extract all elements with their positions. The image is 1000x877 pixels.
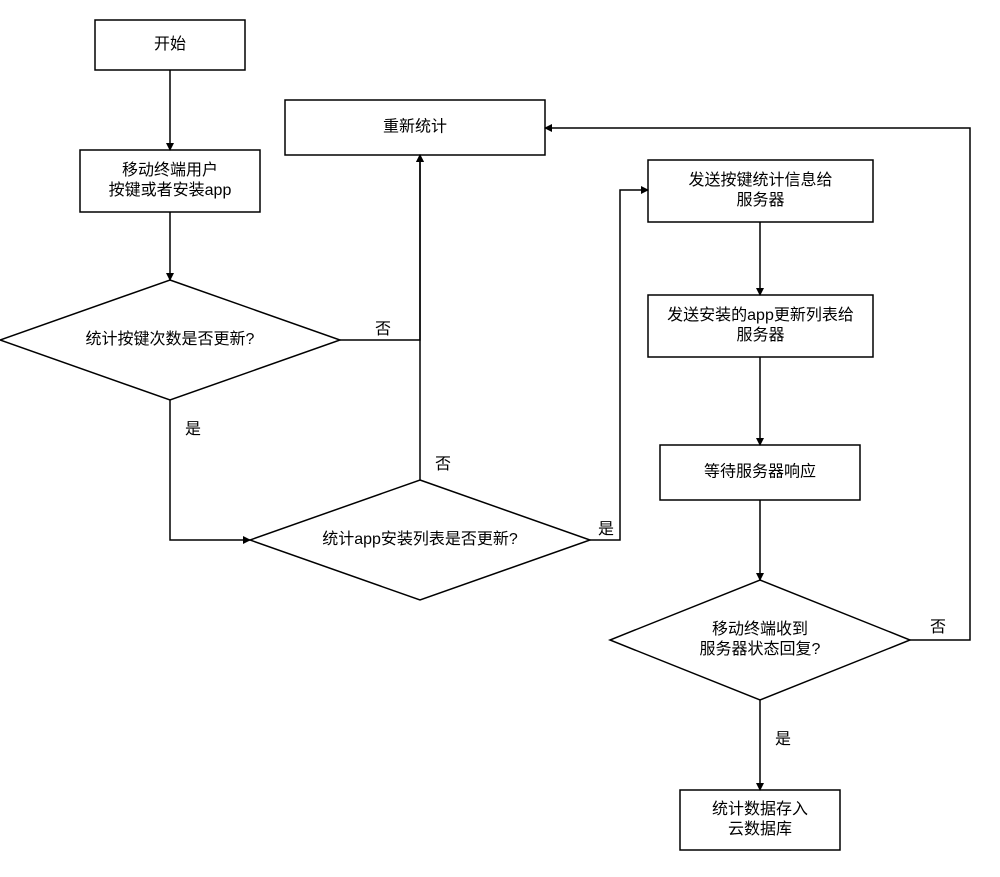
svg-text:发送安装的app更新列表给: 发送安装的app更新列表给: [667, 306, 854, 324]
svg-text:移动终端收到: 移动终端收到: [712, 620, 808, 638]
edge-label-5: 是: [598, 521, 614, 538]
svg-text:统计数据存入: 统计数据存入: [712, 800, 808, 818]
edge-label-4: 否: [435, 456, 451, 473]
edge-label-10: 否: [930, 619, 946, 636]
flowchart-svg: 开始移动终端用户按键或者安装app 重新统计统计按键次数是否更新? 统计app安装列…: [0, 0, 1000, 872]
node-send_apps: [648, 295, 873, 357]
node-action: [80, 150, 260, 212]
svg-text:云数据库: 云数据库: [728, 820, 792, 838]
svg-text:服务器: 服务器: [736, 191, 784, 209]
svg-text:服务器状态回复?: 服务器状态回复?: [700, 640, 821, 658]
svg-text:统计app安装列表是否更新?: 统计app安装列表是否更新?: [322, 530, 518, 548]
svg-text:等待服务器响应: 等待服务器响应: [704, 462, 816, 481]
edge-label-2: 是: [185, 421, 201, 438]
edge-label-9: 是: [775, 731, 791, 748]
edge-5: [590, 190, 648, 540]
node-send_keys: [648, 160, 873, 222]
edge-label-3: 否: [375, 321, 391, 338]
svg-text:服务器: 服务器: [736, 326, 784, 344]
svg-text:重新统计: 重新统计: [383, 118, 447, 136]
node-store: [680, 790, 840, 850]
node-d_reply: [610, 580, 910, 700]
svg-text:发送按键统计信息给: 发送按键统计信息给: [688, 171, 832, 189]
svg-text:移动终端用户: 移动终端用户: [122, 161, 218, 179]
edge-3: [340, 155, 420, 340]
edge-2: [170, 400, 250, 540]
svg-text:统计按键次数是否更新?: 统计按键次数是否更新?: [86, 330, 255, 348]
svg-text:开始: 开始: [154, 35, 186, 53]
svg-text:按键或者安装app: 按键或者安装app: [109, 181, 232, 199]
